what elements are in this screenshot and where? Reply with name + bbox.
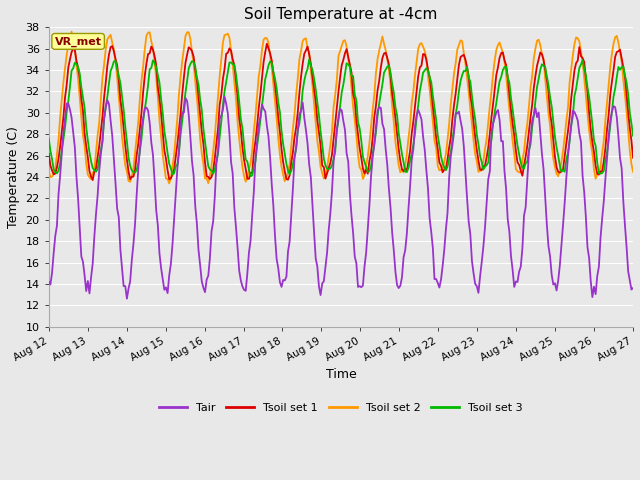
X-axis label: Time: Time xyxy=(326,369,356,382)
Title: Soil Temperature at -4cm: Soil Temperature at -4cm xyxy=(244,7,438,22)
Y-axis label: Temperature (C): Temperature (C) xyxy=(7,126,20,228)
Legend: Tair, Tsoil set 1, Tsoil set 2, Tsoil set 3: Tair, Tsoil set 1, Tsoil set 2, Tsoil se… xyxy=(155,398,527,417)
Text: VR_met: VR_met xyxy=(54,36,102,47)
